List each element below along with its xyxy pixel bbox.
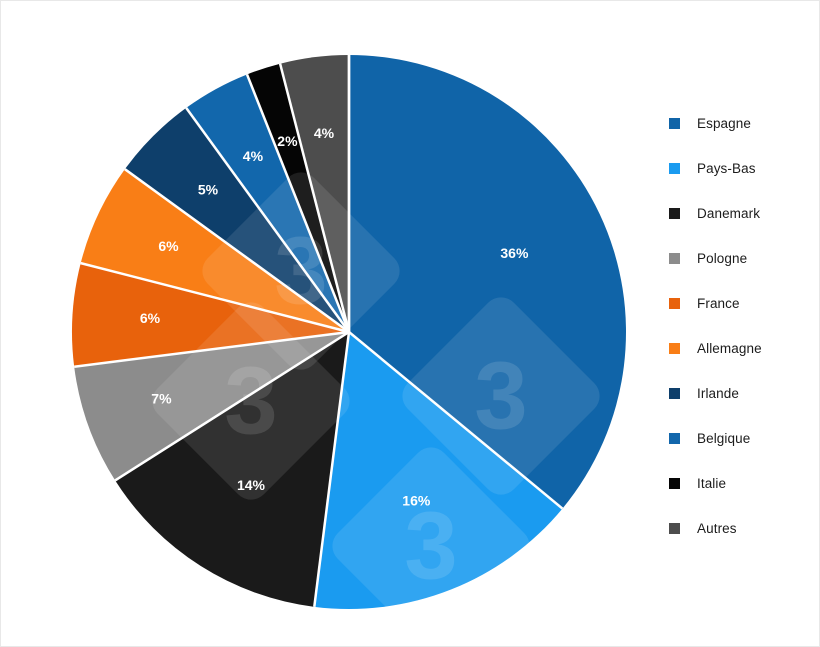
legend-item-autres[interactable]: Autres [669, 506, 817, 551]
slice-value-labels: 36% 16% 14% 7% 6% 6% 5% 4% 2% 4% [140, 125, 529, 509]
legend-item-pays-bas[interactable]: Pays-Bas [669, 146, 817, 191]
slice-separator-line [114, 330, 350, 482]
watermark-glyph: 3 [274, 218, 327, 325]
legend-swatch [669, 208, 680, 219]
legend-item-label: Pologne [697, 251, 748, 266]
legend-swatch [669, 118, 680, 129]
legend-item-irlande[interactable]: Irlande [669, 371, 817, 416]
legend-swatch [669, 388, 680, 399]
legend-item-label: Allemagne [697, 341, 762, 356]
legend-item-danemark[interactable]: Danemark [669, 191, 817, 236]
slice-separator-line [80, 261, 350, 334]
pie-slice-pays-bas[interactable] [314, 332, 563, 610]
chart-legend: Espagne Pays-Bas Danemark Pologne France Alle… [669, 101, 817, 551]
legend-item-label: Danemark [697, 206, 761, 221]
watermark-logo: 3 [202, 172, 400, 370]
watermark-glyph: 3 [474, 343, 527, 450]
slice-separator-line [348, 331, 564, 510]
pie-slice-pologne[interactable] [74, 332, 350, 481]
pie-slice-france[interactable] [71, 263, 349, 367]
legend-swatch [669, 163, 680, 174]
watermark-glyph: 3 [224, 348, 277, 455]
pie-slice-irlande[interactable] [124, 107, 350, 333]
legend-swatch [669, 343, 680, 354]
pie-slice-allemagne[interactable] [80, 169, 349, 332]
slice-separator-line [245, 73, 351, 333]
slice-separator-line [278, 63, 351, 333]
legend-item-france[interactable]: France [669, 281, 817, 326]
slice-separator-line [124, 168, 350, 334]
legend-item-belgique[interactable]: Belgique [669, 416, 817, 461]
legend-item-label: Espagne [697, 116, 751, 131]
slice-label-pays-bas: 16% [402, 493, 431, 509]
slice-separator-line [74, 330, 350, 368]
slice-label-espagne: 36% [500, 245, 529, 261]
watermark-glyph: 3 [404, 493, 457, 600]
legend-item-label: Italie [697, 476, 727, 491]
legend-swatch [669, 433, 680, 444]
legend-swatch [669, 253, 680, 264]
slice-label-irlande: 5% [198, 182, 219, 198]
legend-item-label: Belgique [697, 431, 751, 446]
legend-item-pologne[interactable]: Pologne [669, 236, 817, 281]
slice-separator-line [313, 331, 351, 607]
slice-label-pologne: 7% [151, 390, 172, 406]
legend-item-label: France [697, 296, 740, 311]
legend-item-espagne[interactable]: Espagne [669, 101, 817, 146]
legend-swatch [669, 478, 680, 489]
legend-item-allemagne[interactable]: Allemagne [669, 326, 817, 371]
legend-swatch [669, 523, 680, 534]
pie-slice-espagne[interactable] [349, 55, 627, 509]
slice-label-danemark: 14% [237, 477, 266, 493]
pie-slice-belgique[interactable] [186, 74, 349, 332]
slice-label-allemagne: 6% [158, 238, 179, 254]
legend-item-label: Pays-Bas [697, 161, 756, 176]
watermark-logo: 3 [402, 297, 600, 495]
slice-label-belgique: 4% [243, 148, 264, 164]
slice-separators [74, 55, 564, 607]
legend-item-label: Irlande [697, 386, 739, 401]
slice-label-italie: 2% [277, 133, 298, 149]
legend-swatch [669, 298, 680, 309]
slice-separator-line [185, 107, 351, 333]
slice-label-france: 6% [140, 310, 161, 326]
slice-label-autres: 4% [314, 125, 335, 141]
legend-item-italie[interactable]: Italie [669, 461, 817, 506]
pie-slice-danemark[interactable] [115, 332, 350, 607]
legend-item-label: Autres [697, 521, 737, 536]
